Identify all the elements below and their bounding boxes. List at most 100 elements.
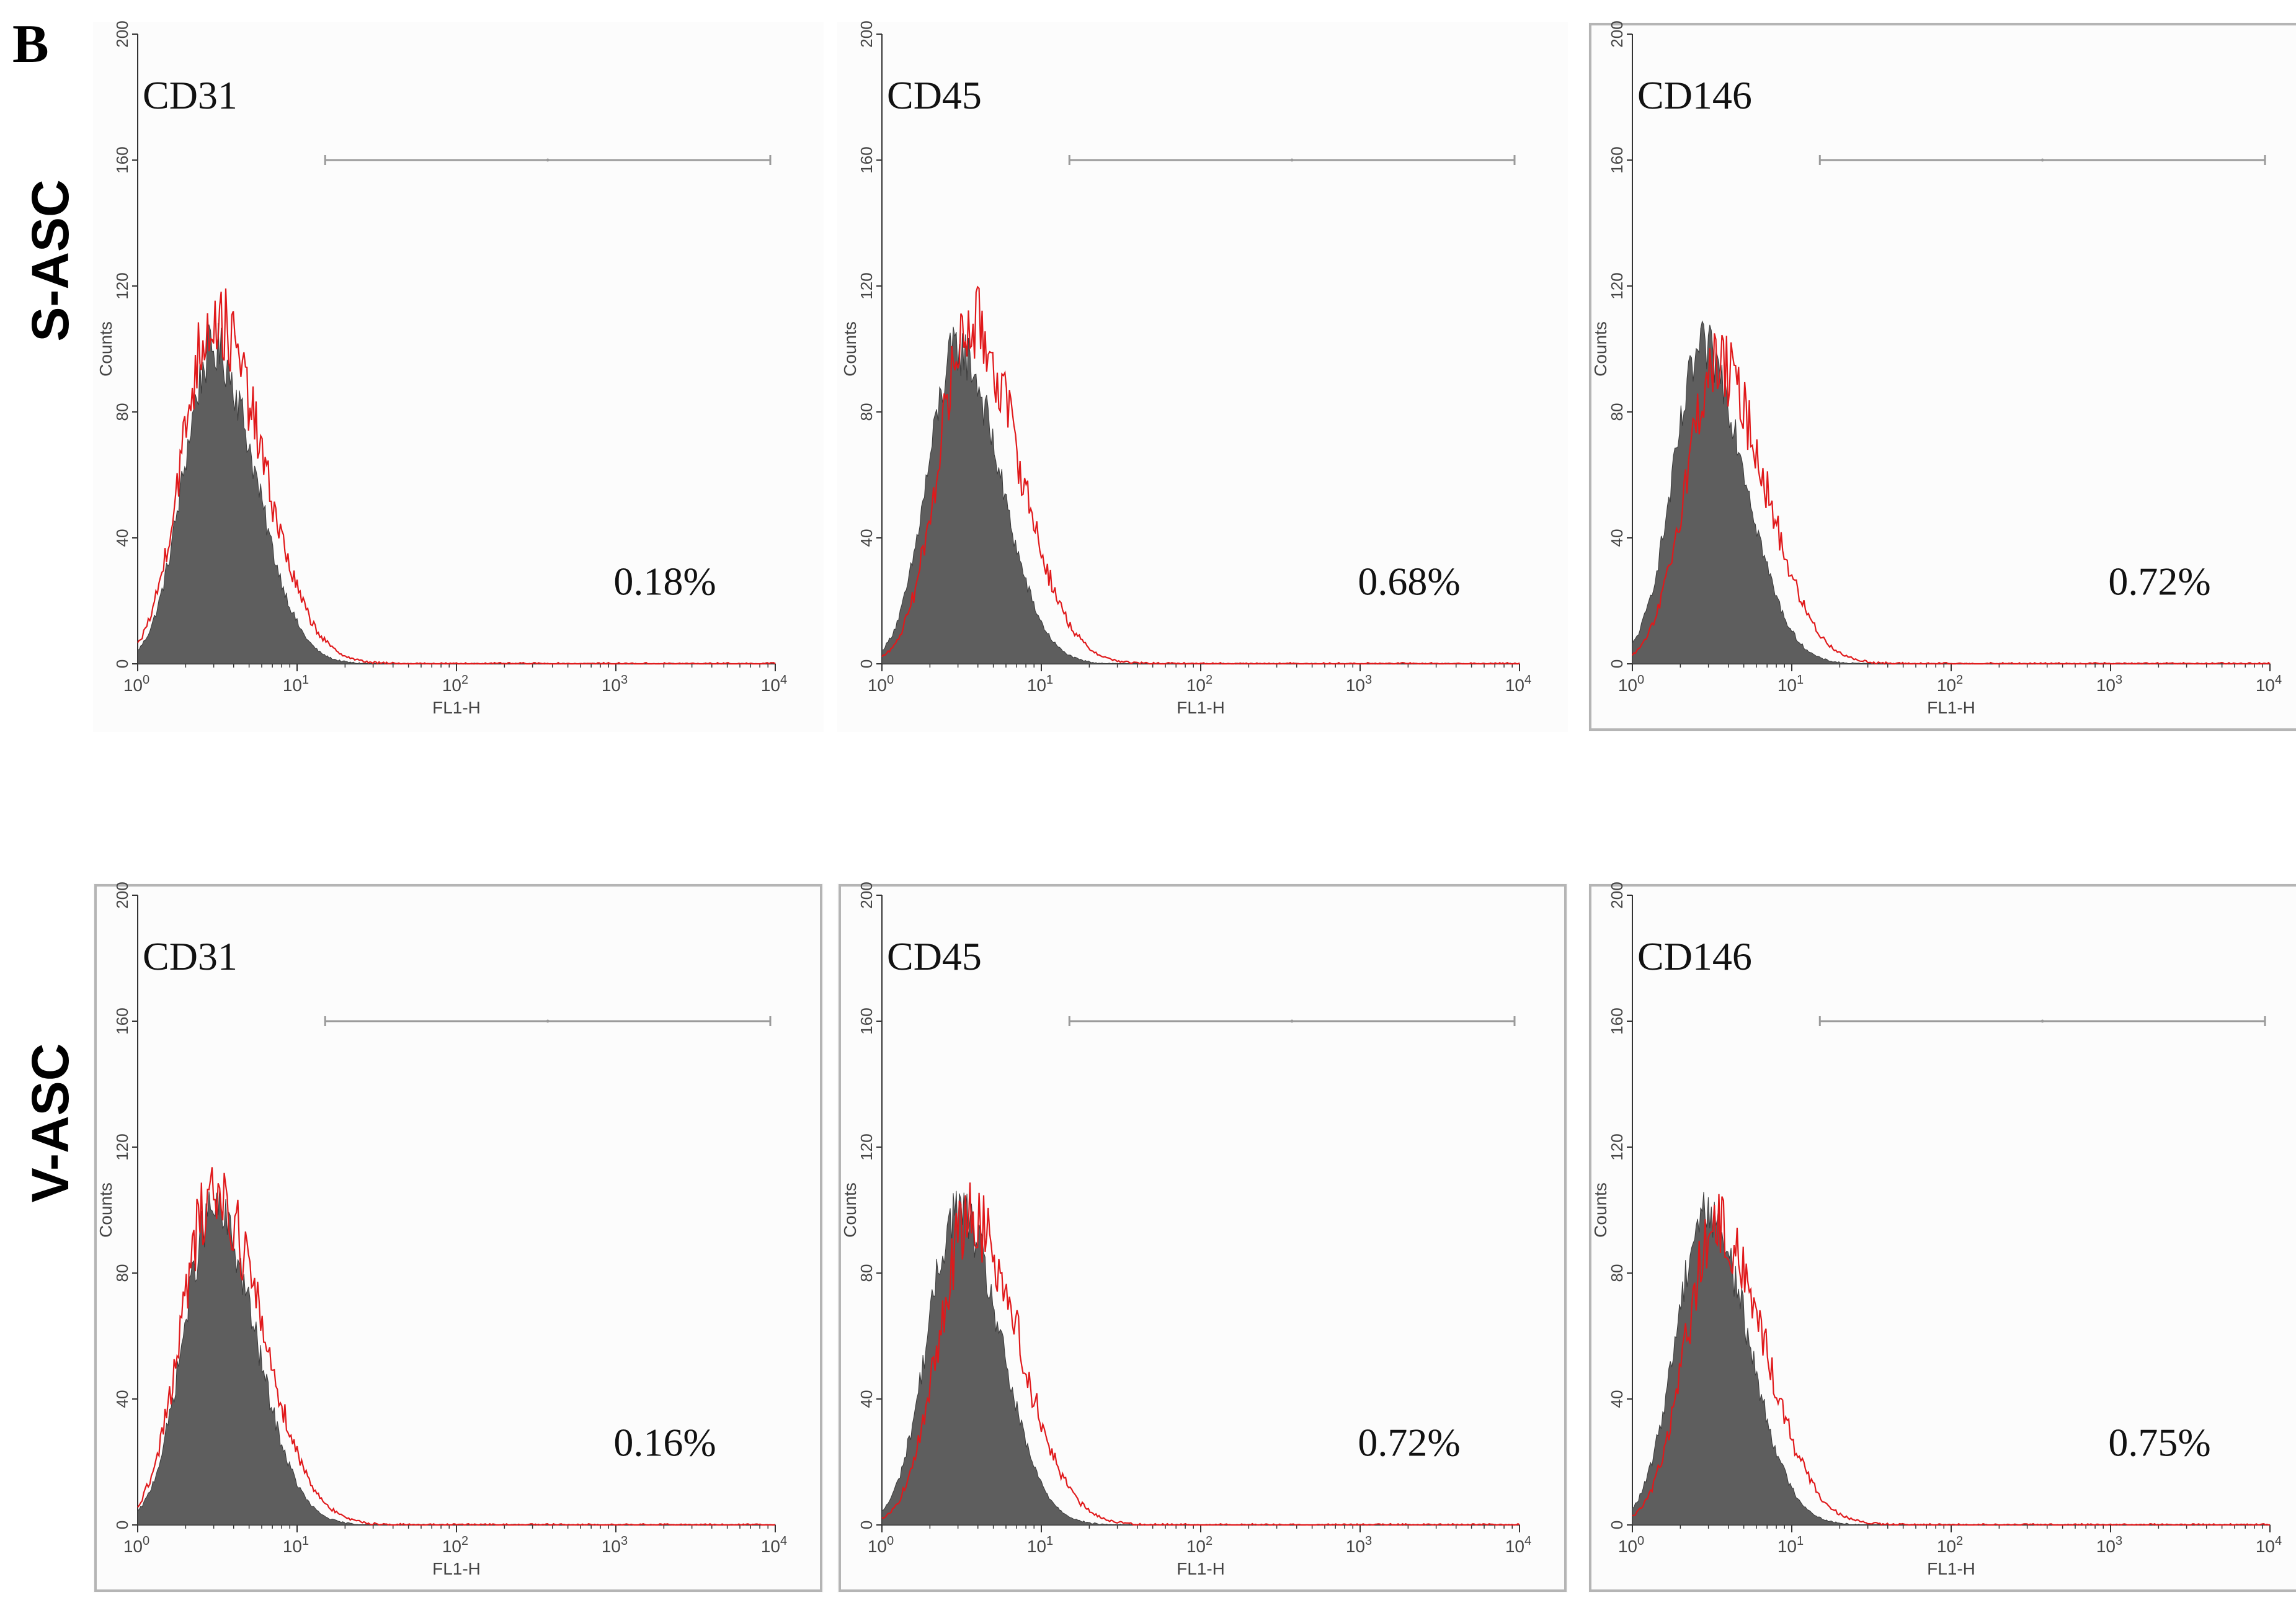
y-tick-label: 160 bbox=[113, 1008, 131, 1034]
x-tick-label: 103 bbox=[602, 673, 628, 695]
y-tick-label: 200 bbox=[113, 20, 131, 47]
x-tick-label: 104 bbox=[761, 673, 787, 695]
y-tick-label: 80 bbox=[857, 403, 876, 421]
panel-frame bbox=[839, 884, 1567, 1592]
y-tick-label: 200 bbox=[1608, 882, 1626, 908]
marker-gate-midpoint bbox=[546, 158, 550, 162]
y-tick-label: 40 bbox=[113, 529, 131, 547]
panel-frame bbox=[94, 884, 822, 1592]
marker-gate-midpoint bbox=[546, 1019, 550, 1023]
x-tick-label: 102 bbox=[1186, 673, 1213, 695]
x-tick-label: 103 bbox=[602, 1534, 628, 1556]
y-tick-label: 40 bbox=[1608, 529, 1626, 547]
x-tick-label: 102 bbox=[1186, 1534, 1213, 1556]
x-tick-label: 104 bbox=[2256, 1534, 2282, 1556]
percent-positive-label: 0.72% bbox=[1358, 1420, 1460, 1464]
percent-positive-label: 0.72% bbox=[2108, 559, 2210, 603]
marker-gate-midpoint bbox=[2040, 1019, 2044, 1023]
panel-letter: B bbox=[12, 14, 49, 74]
marker-label: CD146 bbox=[1637, 934, 1752, 978]
stained-histogram bbox=[881, 1182, 1520, 1526]
x-tick-label: 101 bbox=[1027, 673, 1053, 695]
y-tick-label: 200 bbox=[1608, 20, 1626, 47]
x-axis-title: FL1-H bbox=[1177, 698, 1225, 717]
x-tick-label: 104 bbox=[2256, 673, 2282, 695]
y-tick-label: 40 bbox=[857, 1390, 876, 1408]
y-axis-title: Counts bbox=[1591, 321, 1610, 377]
histogram-panel-s-asc-cd146: 0 40 80 120 160 200 100 101 102 103 104 FL1-H Counts… bbox=[1588, 20, 2296, 732]
y-tick-label: 120 bbox=[1608, 1133, 1626, 1160]
y-tick-label: 200 bbox=[857, 20, 876, 47]
x-tick-label: 100 bbox=[1618, 1534, 1644, 1556]
x-tick-label: 100 bbox=[123, 673, 149, 695]
x-tick-label: 104 bbox=[1505, 1534, 1531, 1556]
y-tick-label: 0 bbox=[113, 659, 131, 668]
x-axis-title: FL1-H bbox=[1177, 1559, 1225, 1578]
y-tick-label: 0 bbox=[1608, 659, 1626, 668]
x-tick-label: 100 bbox=[868, 1534, 894, 1556]
marker-label: CD45 bbox=[887, 934, 982, 978]
y-tick-label: 160 bbox=[113, 146, 131, 173]
x-axis-title: FL1-H bbox=[432, 698, 481, 717]
x-axis-title: FL1-H bbox=[432, 1559, 481, 1578]
x-tick-label: 104 bbox=[761, 1534, 787, 1556]
histogram-panel-v-asc-cd146: 0 40 80 120 160 200 100 101 102 103 104 FL1-H Counts… bbox=[1588, 882, 2296, 1593]
y-tick-label: 40 bbox=[857, 529, 876, 547]
y-tick-label: 40 bbox=[1608, 1390, 1626, 1408]
panel-frame bbox=[1589, 884, 2296, 1592]
stained-histogram bbox=[881, 285, 1520, 665]
marker-label: CD31 bbox=[143, 73, 238, 117]
y-tick-label: 160 bbox=[1608, 146, 1626, 173]
stained-histogram bbox=[137, 1167, 776, 1526]
marker-gate-midpoint bbox=[1290, 158, 1294, 162]
percent-positive-label: 0.75% bbox=[2108, 1420, 2210, 1464]
marker-label: CD31 bbox=[143, 934, 238, 978]
y-tick-label: 120 bbox=[857, 272, 876, 299]
x-tick-label: 101 bbox=[1027, 1534, 1053, 1556]
y-tick-label: 80 bbox=[1608, 1264, 1626, 1282]
y-tick-label: 120 bbox=[113, 272, 131, 299]
y-tick-label: 0 bbox=[1608, 1521, 1626, 1529]
x-tick-label: 101 bbox=[1778, 673, 1804, 695]
x-tick-label: 100 bbox=[1618, 673, 1644, 695]
histogram-panels: 0 40 80 120 160 200 100 101 102 103 104 FL1-H Counts… bbox=[93, 20, 2296, 1593]
y-tick-label: 160 bbox=[857, 1008, 876, 1034]
percent-positive-label: 0.18% bbox=[613, 559, 716, 603]
percent-positive-label: 0.16% bbox=[613, 1420, 716, 1464]
y-tick-label: 0 bbox=[857, 1521, 876, 1529]
y-axis-title: Counts bbox=[840, 321, 860, 377]
x-tick-label: 100 bbox=[123, 1534, 149, 1556]
marker-label: CD146 bbox=[1637, 73, 1752, 117]
y-tick-label: 200 bbox=[113, 882, 131, 908]
histogram-panel-s-asc-cd31: 0 40 80 120 160 200 100 101 102 103 104 FL1-H Counts… bbox=[93, 20, 824, 732]
x-tick-label: 103 bbox=[1346, 1534, 1372, 1556]
x-axis-title: FL1-H bbox=[1927, 698, 1975, 717]
y-tick-label: 80 bbox=[1608, 403, 1626, 421]
y-axis-title: Counts bbox=[840, 1182, 860, 1238]
row-label-v-asc: V-ASC bbox=[21, 1044, 79, 1203]
y-tick-label: 120 bbox=[1608, 272, 1626, 299]
y-tick-label: 160 bbox=[857, 146, 876, 173]
x-tick-label: 102 bbox=[1937, 1534, 1963, 1556]
x-tick-label: 101 bbox=[283, 673, 309, 695]
y-tick-label: 120 bbox=[113, 1133, 131, 1160]
stained-histogram bbox=[1632, 1194, 2271, 1526]
y-axis-title: Counts bbox=[1591, 1182, 1610, 1238]
marker-gate-midpoint bbox=[1290, 1019, 1294, 1023]
stained-histogram bbox=[137, 288, 776, 665]
histogram-panel-s-asc-cd45: 0 40 80 120 160 200 100 101 102 103 104 FL1-H Counts… bbox=[837, 20, 1568, 732]
x-tick-label: 101 bbox=[283, 1534, 309, 1556]
x-tick-label: 103 bbox=[1346, 673, 1372, 695]
panel-frame bbox=[1589, 23, 2296, 731]
x-tick-label: 103 bbox=[2096, 1534, 2122, 1556]
y-tick-label: 40 bbox=[113, 1390, 131, 1408]
y-axis-title: Counts bbox=[96, 1182, 115, 1238]
percent-positive-label: 0.68% bbox=[1358, 559, 1460, 603]
y-tick-label: 200 bbox=[857, 882, 876, 908]
marker-gate-midpoint bbox=[2040, 158, 2044, 162]
y-tick-label: 80 bbox=[113, 1264, 131, 1282]
x-tick-label: 104 bbox=[1505, 673, 1531, 695]
y-tick-label: 80 bbox=[113, 403, 131, 421]
x-tick-label: 102 bbox=[1937, 673, 1963, 695]
x-tick-label: 103 bbox=[2096, 673, 2122, 695]
